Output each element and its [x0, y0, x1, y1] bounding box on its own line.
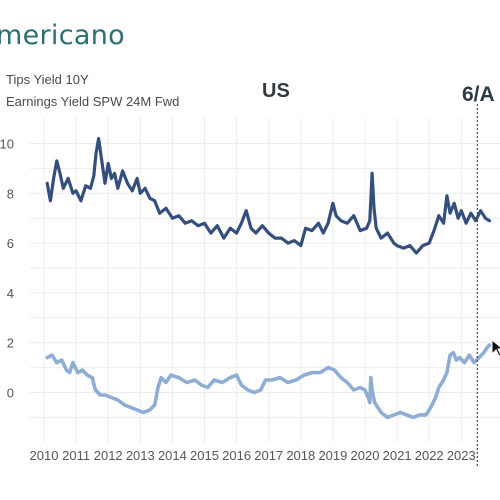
x-tick-label: 2015: [190, 448, 219, 463]
y-tick-label: 6: [7, 236, 14, 251]
x-tick-label: 2016: [222, 448, 251, 463]
x-tick-label: 2011: [62, 448, 90, 463]
brand-logo-text: mericano: [0, 20, 125, 51]
x-tick-label: 2023: [447, 448, 476, 463]
x-tick-label: 2018: [286, 448, 315, 463]
x-tick-label: 2017: [254, 448, 283, 463]
legend-earnings-yield: Earnings Yield SPW 24M Fwd: [6, 94, 180, 109]
y-tick-label: 2: [7, 336, 14, 351]
y-tick-label: 8: [7, 186, 14, 201]
series-line-earnings-yield: [45, 136, 492, 255]
y-tick-label: 10: [0, 137, 14, 152]
x-tick-label: 2021: [383, 448, 412, 463]
x-tick-label: 2022: [415, 448, 444, 463]
x-tick-label: 2010: [30, 448, 59, 463]
series-line-tips-yield: [45, 343, 492, 420]
legend-tips-yield: Tips Yield 10Y: [6, 72, 89, 87]
grid: [30, 118, 500, 442]
x-tick-label: 2012: [94, 448, 123, 463]
mouse-cursor-icon: [491, 338, 500, 357]
x-tick-label: 2019: [318, 448, 347, 463]
x-tick-label: 2013: [126, 448, 155, 463]
y-tick-label: 0: [7, 386, 14, 401]
x-tick-label: 2020: [351, 448, 380, 463]
date-tag: 6/A: [462, 83, 495, 106]
x-tick-label: 2014: [158, 448, 187, 463]
chart-title: US: [262, 80, 290, 102]
y-tick-label: 4: [7, 286, 14, 301]
series-lines: [45, 136, 492, 420]
